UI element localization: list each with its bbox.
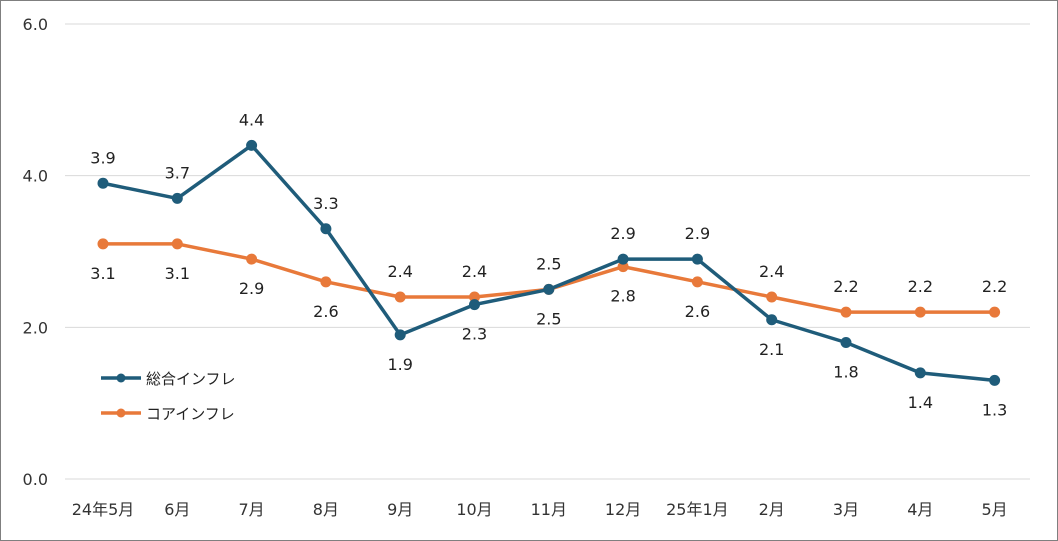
x-tick-label: 12月: [605, 500, 641, 519]
x-tick-label: 10月: [456, 500, 492, 519]
x-tick-label: 24年5月: [72, 500, 135, 519]
data-label: 2.6: [685, 302, 710, 321]
data-label: 2.9: [610, 224, 635, 243]
data-label: 1.8: [833, 363, 858, 382]
data-point: [989, 306, 1001, 318]
data-label: 3.1: [165, 264, 190, 283]
series-group: [97, 139, 1001, 386]
data-label: 2.4: [759, 262, 784, 281]
data-label: 1.4: [908, 393, 933, 412]
y-tick-label: 0.0: [23, 470, 48, 489]
data-point: [914, 306, 926, 318]
data-point: [469, 299, 480, 311]
data-point: [320, 276, 332, 288]
data-label: 2.5: [536, 254, 561, 273]
data-point: [840, 337, 852, 348]
data-point: [766, 291, 778, 303]
data-label: 2.8: [610, 287, 635, 306]
data-point: [691, 276, 703, 288]
y-axis-ticks: 0.0 2.0 4.0 6.0: [23, 15, 48, 489]
data-point: [97, 238, 109, 250]
x-tick-label: 7月: [239, 500, 265, 519]
legend-item-total: 総合インフレ: [101, 370, 236, 388]
legend-marker-total: [116, 373, 126, 383]
data-label: 2.2: [833, 277, 858, 296]
data-label: 4.4: [239, 110, 264, 129]
data-point: [989, 374, 1001, 386]
x-axis-ticks: 24年5月 6月 7月 8月 9月 10月 11月 12月 25年1月 2月 3月 4月 5月: [72, 500, 1008, 519]
data-point: [171, 238, 183, 250]
data-point: [394, 329, 406, 341]
x-tick-label: 3月: [833, 500, 859, 519]
x-tick-label: 5月: [982, 500, 1008, 519]
data-label: 2.1: [759, 340, 784, 359]
data-label: 3.3: [313, 194, 338, 213]
gridlines: [65, 23, 1030, 480]
x-tick-label: 11月: [531, 500, 567, 519]
data-point: [320, 223, 332, 235]
data-label: 2.5: [536, 309, 561, 328]
legend-item-core: コアインフレ: [101, 405, 235, 423]
data-point: [617, 253, 629, 265]
data-label: 1.9: [387, 355, 412, 374]
data-label: 1.3: [982, 400, 1007, 419]
data-point: [246, 253, 258, 265]
data-point: [840, 306, 852, 318]
legend-label-total: 総合インフレ: [146, 370, 236, 388]
data-label: 2.9: [239, 279, 264, 298]
y-tick-label: 6.0: [23, 15, 48, 34]
x-tick-label: 25年1月: [666, 500, 729, 519]
data-label: 3.9: [90, 148, 115, 167]
x-tick-label: 2月: [759, 500, 785, 519]
data-point: [171, 192, 183, 204]
data-label: 2.2: [982, 277, 1007, 296]
x-tick-label: 8月: [313, 500, 339, 519]
data-label: 2.4: [462, 262, 487, 281]
data-point: [469, 291, 480, 303]
x-tick-label: 6月: [164, 500, 190, 519]
data-labels: 3.9 3.1 3.7 3.1 4.4 2.9 3.3 2.6 1.9 2.4 2.3 2.4 2.5 2…: [90, 110, 1007, 419]
legend: 総合インフレ コアインフレ: [101, 370, 236, 423]
y-tick-label: 4.0: [23, 167, 48, 186]
data-label: 2.2: [908, 277, 933, 296]
data-point: [617, 261, 629, 273]
data-label: 2.9: [685, 224, 710, 243]
data-label: 2.3: [462, 325, 487, 344]
data-point: [543, 283, 555, 295]
data-point: [97, 177, 109, 189]
y-tick-label: 2.0: [23, 318, 48, 337]
legend-marker-core: [116, 408, 126, 418]
data-point: [914, 367, 926, 379]
data-point: [394, 291, 406, 303]
x-tick-label: 4月: [907, 500, 933, 519]
x-tick-label: 9月: [387, 500, 413, 519]
data-point: [246, 139, 258, 151]
data-label: 3.7: [165, 163, 190, 182]
data-point: [691, 253, 703, 265]
legend-label-core: コアインフレ: [146, 405, 235, 423]
data-label: 3.1: [90, 264, 115, 283]
data-label: 2.4: [387, 262, 412, 281]
data-point: [766, 314, 778, 326]
data-label: 2.6: [313, 302, 338, 321]
